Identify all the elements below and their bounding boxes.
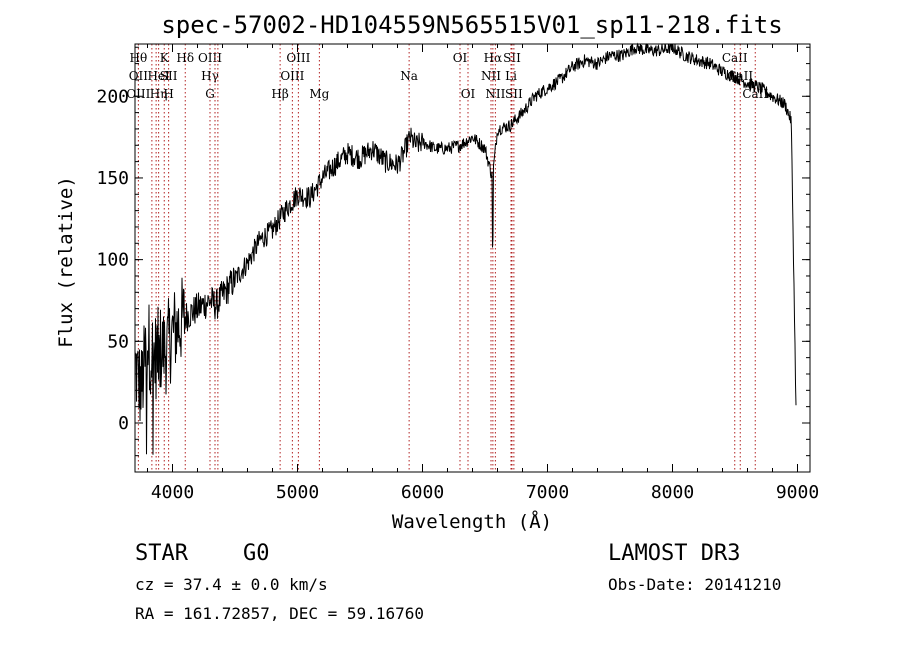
x-tick-label: 6000 <box>401 482 444 503</box>
spectral-line-label: G <box>205 87 215 101</box>
spectral-line-label: SII <box>505 87 523 101</box>
y-tick-label: 0 <box>118 413 129 434</box>
spectral-line-label: Mg <box>309 87 329 101</box>
spectral-line-label: OII <box>129 69 149 83</box>
spectrum-series <box>134 42 797 455</box>
spectral-line-label: Hγ <box>201 69 219 83</box>
y-tick-label: 150 <box>96 168 129 189</box>
x-axis-label: Wavelength (Å) <box>392 510 552 533</box>
y-axis: 0 50 100 150 200 <box>96 46 810 457</box>
plot-frame <box>134 43 811 473</box>
spectral-line-label: SII <box>160 69 178 83</box>
spectral-line-label: CaII <box>742 87 768 101</box>
spectral-line-label: OI <box>453 51 468 65</box>
object-subclass: G0 <box>243 541 270 566</box>
x-tick-label: 7000 <box>526 482 569 503</box>
y-tick-label: 100 <box>96 250 129 271</box>
x-tick-label: 9000 <box>776 482 819 503</box>
spectral-line-label: SII <box>503 51 521 65</box>
spectral-line-label: Hδ <box>176 51 194 65</box>
spectral-line-label: Li <box>505 69 517 83</box>
y-tick-label: 200 <box>96 86 129 107</box>
spectrum-line <box>134 42 797 455</box>
object-class: STAR <box>135 541 189 566</box>
spectral-line-label: Hα <box>484 51 503 65</box>
survey-name: LAMOST DR3 <box>608 541 740 566</box>
spectral-line-label: H <box>163 87 173 101</box>
spectral-line-label: K <box>160 51 170 65</box>
x-tick-label: 5000 <box>276 482 319 503</box>
spectral-line-label: Hη <box>150 87 168 101</box>
coordinates: RA = 161.72857, DEC = 59.16760 <box>135 604 424 623</box>
spectral-line-label: OIII <box>286 51 310 65</box>
x-tick-label: 4000 <box>151 482 194 503</box>
spectral-line-label: OI <box>461 87 476 101</box>
spectral-line-label: Na <box>400 69 418 83</box>
spectral-line-label: OIII <box>280 69 304 83</box>
spectral-line-label: OIII <box>126 87 150 101</box>
spectral-line-label: NII <box>485 87 505 101</box>
x-axis: 4000 5000 6000 7000 8000 9000 <box>147 44 819 503</box>
obs-date: Obs-Date: 20141210 <box>608 575 781 594</box>
x-tick-label: 8000 <box>651 482 694 503</box>
redshift-info: cz = 37.4 ± 0.0 km/s <box>135 575 328 594</box>
chart-title: spec-57002-HD104559N565515V01_sp11-218.f… <box>161 11 782 39</box>
spectral-line-label: NII <box>481 69 501 83</box>
spectral-line-label: CaII <box>722 51 748 65</box>
spectral-line-label: Hβ <box>271 87 288 101</box>
y-axis-label: Flux (relative) <box>55 176 77 348</box>
y-tick-label: 50 <box>107 331 129 352</box>
spectral-line-label: OIII <box>198 51 222 65</box>
spectral-line-label: Hθ <box>130 51 148 65</box>
